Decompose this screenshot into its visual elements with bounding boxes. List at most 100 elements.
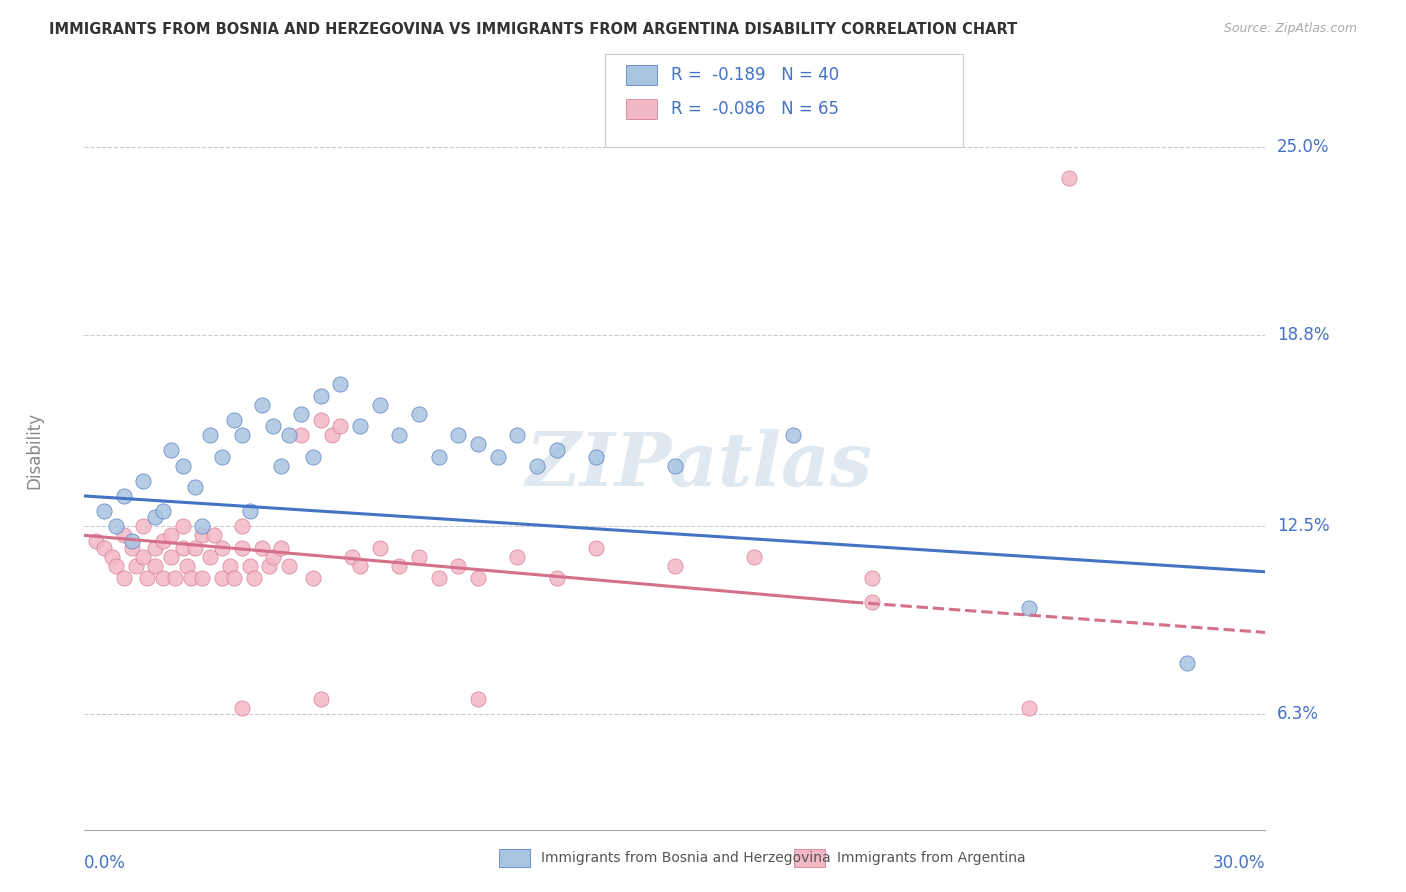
Point <box>408 549 430 564</box>
Point <box>782 428 804 442</box>
Point <box>427 450 450 464</box>
Point <box>467 437 489 451</box>
Point <box>163 571 186 585</box>
Point <box>191 519 214 533</box>
Point <box>742 549 765 564</box>
Point <box>200 549 222 564</box>
Point <box>250 541 273 555</box>
Point <box>546 571 568 585</box>
Point <box>183 480 205 494</box>
Point <box>211 450 233 464</box>
Point <box>486 450 509 464</box>
Point <box>664 558 686 573</box>
Point <box>152 534 174 549</box>
Point <box>160 443 183 458</box>
Point <box>506 549 529 564</box>
Point <box>104 519 127 533</box>
Point <box>121 534 143 549</box>
Point <box>309 413 332 427</box>
Point <box>270 541 292 555</box>
Point <box>231 519 253 533</box>
Point <box>132 549 155 564</box>
Point <box>132 474 155 488</box>
Point <box>278 428 301 442</box>
Point <box>136 571 159 585</box>
Text: 30.0%: 30.0% <box>1213 854 1265 871</box>
Point <box>172 458 194 473</box>
Point <box>250 398 273 412</box>
Point <box>1057 170 1080 185</box>
Point <box>93 504 115 518</box>
Point <box>202 528 225 542</box>
Point <box>231 541 253 555</box>
Point <box>219 558 242 573</box>
Text: Immigrants from Argentina: Immigrants from Argentina <box>837 851 1025 865</box>
Point <box>860 571 883 585</box>
Point <box>231 701 253 715</box>
Point <box>447 558 470 573</box>
Point <box>301 450 323 464</box>
Point <box>349 419 371 434</box>
Point <box>172 541 194 555</box>
Point <box>112 528 135 542</box>
Point <box>143 510 166 524</box>
Point <box>1018 601 1040 615</box>
Point <box>467 692 489 706</box>
Text: Source: ZipAtlas.com: Source: ZipAtlas.com <box>1223 22 1357 36</box>
Text: R =  -0.189   N = 40: R = -0.189 N = 40 <box>671 66 839 84</box>
Point <box>664 458 686 473</box>
Point <box>183 541 205 555</box>
Text: 12.5%: 12.5% <box>1277 517 1330 535</box>
Text: R =  -0.086   N = 65: R = -0.086 N = 65 <box>671 100 838 118</box>
Point <box>211 541 233 555</box>
Point <box>152 571 174 585</box>
Point <box>262 549 284 564</box>
Text: 6.3%: 6.3% <box>1277 706 1319 723</box>
Point <box>301 571 323 585</box>
Point <box>309 692 332 706</box>
Text: Disability: Disability <box>25 412 44 489</box>
Point <box>160 528 183 542</box>
Point <box>340 549 363 564</box>
Point <box>447 428 470 442</box>
Point <box>368 541 391 555</box>
Point <box>191 528 214 542</box>
Point <box>239 504 262 518</box>
Point <box>239 558 262 573</box>
Point <box>278 558 301 573</box>
Point <box>309 389 332 403</box>
Point <box>124 558 146 573</box>
Point <box>172 519 194 533</box>
Point <box>191 571 214 585</box>
Point <box>388 428 411 442</box>
Point <box>408 407 430 421</box>
Point <box>1018 701 1040 715</box>
Text: 18.8%: 18.8% <box>1277 326 1330 344</box>
Point <box>321 428 343 442</box>
Point <box>200 428 222 442</box>
Point <box>270 458 292 473</box>
Point <box>262 419 284 434</box>
Point <box>104 558 127 573</box>
Point <box>211 571 233 585</box>
Point <box>1175 656 1198 670</box>
Point <box>427 571 450 585</box>
Point <box>506 428 529 442</box>
Point <box>259 558 281 573</box>
Point <box>585 450 607 464</box>
Point <box>329 419 352 434</box>
Point <box>93 541 115 555</box>
Point <box>121 541 143 555</box>
Point <box>112 571 135 585</box>
Point <box>222 413 245 427</box>
Point <box>152 504 174 518</box>
Point <box>290 407 312 421</box>
Point <box>388 558 411 573</box>
Text: 25.0%: 25.0% <box>1277 138 1330 156</box>
Point <box>860 595 883 609</box>
Point <box>546 443 568 458</box>
Point <box>101 549 124 564</box>
Text: 0.0%: 0.0% <box>84 854 127 871</box>
Point <box>160 549 183 564</box>
Point <box>180 571 202 585</box>
